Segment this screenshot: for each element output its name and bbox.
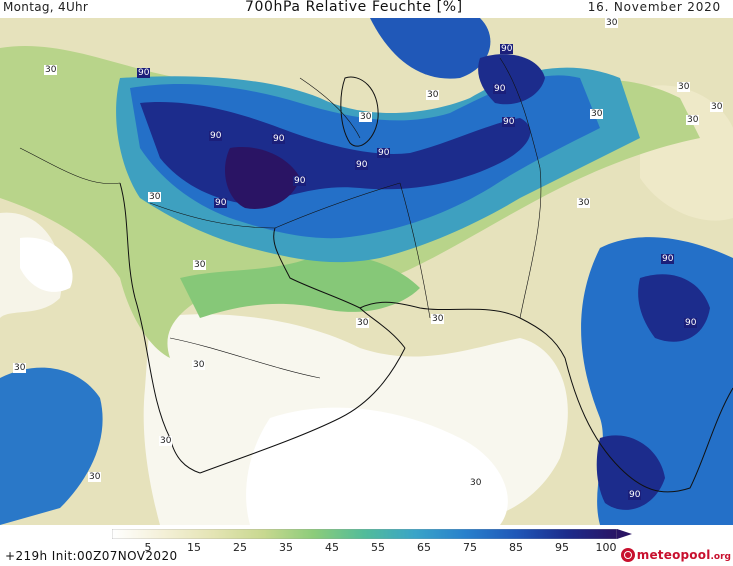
contour-label: 30 bbox=[577, 198, 591, 208]
colorbar-tick: 65 bbox=[417, 541, 431, 554]
contour-label: 30 bbox=[469, 478, 483, 488]
logo-tld: .org bbox=[710, 551, 731, 562]
valid-day-label: Montag, 4Uhr bbox=[3, 0, 89, 14]
contour-label: 30 bbox=[710, 102, 724, 112]
map-header: Montag, 4Uhr 700hPa Relative Feuchte [%]… bbox=[0, 0, 733, 18]
contour-label: 90 bbox=[214, 198, 228, 208]
contour-label: 90 bbox=[502, 117, 516, 127]
contour-label: 90 bbox=[272, 134, 286, 144]
contour-label: 30 bbox=[426, 90, 440, 100]
colorbar-tick: 35 bbox=[279, 541, 293, 554]
humid-region bbox=[0, 367, 103, 525]
contour-label: 30 bbox=[356, 318, 370, 328]
contour-label: 30 bbox=[193, 260, 207, 270]
colorbar-tick: 55 bbox=[371, 541, 385, 554]
contour-label: 30 bbox=[677, 82, 691, 92]
caspian-sea bbox=[340, 76, 379, 147]
contour-label: 30 bbox=[13, 363, 27, 373]
humid-region bbox=[370, 18, 491, 79]
contour-label: 90 bbox=[209, 131, 223, 141]
contour-label: 90 bbox=[355, 160, 369, 170]
map-title: 700hPa Relative Feuchte [%] bbox=[245, 0, 463, 15]
contour-label: 30 bbox=[359, 112, 373, 122]
saturated-core bbox=[596, 435, 665, 510]
meteopool-logo[interactable]: meteopool .org bbox=[620, 546, 731, 564]
saturated-core bbox=[225, 147, 300, 209]
contour-label: 90 bbox=[293, 176, 307, 186]
forecast-run-label: +219h Init:00Z07NOV2020 bbox=[5, 549, 178, 563]
contour-label: 90 bbox=[500, 44, 514, 54]
contour-label: 90 bbox=[661, 254, 675, 264]
contour-label: 30 bbox=[44, 65, 58, 75]
contour-label: 90 bbox=[628, 490, 642, 500]
colorbar-tick: 100 bbox=[595, 541, 617, 554]
contour-label: 30 bbox=[148, 192, 162, 202]
dry-region bbox=[20, 237, 73, 292]
contour-label: 30 bbox=[686, 115, 700, 125]
humidity-map: 90 90 90 90 90 90 90 90 90 90 90 90 90 3… bbox=[0, 18, 733, 525]
globe-icon bbox=[620, 548, 635, 562]
contour-label: 30 bbox=[192, 360, 206, 370]
colorbar-tick: 45 bbox=[325, 541, 339, 554]
country-borders bbox=[19, 57, 542, 379]
contour-label: 30 bbox=[605, 18, 619, 28]
map-canvas bbox=[0, 18, 733, 525]
valid-date-label: 16. November 2020 bbox=[587, 0, 721, 14]
colorbar-tick: 5 bbox=[144, 541, 152, 554]
colorbar-ticks: 5 15 25 35 45 55 65 75 85 95 100 bbox=[0, 541, 733, 555]
contour-label: 90 bbox=[493, 84, 507, 94]
colorbar-tick: 85 bbox=[509, 541, 523, 554]
colorbar-tick: 75 bbox=[463, 541, 477, 554]
contour-label: 30 bbox=[590, 109, 604, 119]
contour-label: 30 bbox=[431, 314, 445, 324]
contour-label: 30 bbox=[88, 472, 102, 482]
colorbar-tick: 15 bbox=[187, 541, 201, 554]
contour-label: 30 bbox=[159, 436, 173, 446]
colorbar-ramp bbox=[112, 529, 618, 539]
colorbar-tick: 95 bbox=[555, 541, 569, 554]
coastlines bbox=[119, 182, 733, 493]
colorbar bbox=[112, 529, 632, 539]
contour-label: 90 bbox=[684, 318, 698, 328]
dry-region bbox=[246, 407, 508, 525]
contour-label: 90 bbox=[377, 148, 391, 158]
logo-text: meteopool bbox=[636, 548, 711, 562]
colorbar-arrow bbox=[617, 529, 632, 539]
contour-label: 90 bbox=[137, 68, 151, 78]
colorbar-tick: 25 bbox=[233, 541, 247, 554]
moist-band bbox=[180, 255, 420, 318]
